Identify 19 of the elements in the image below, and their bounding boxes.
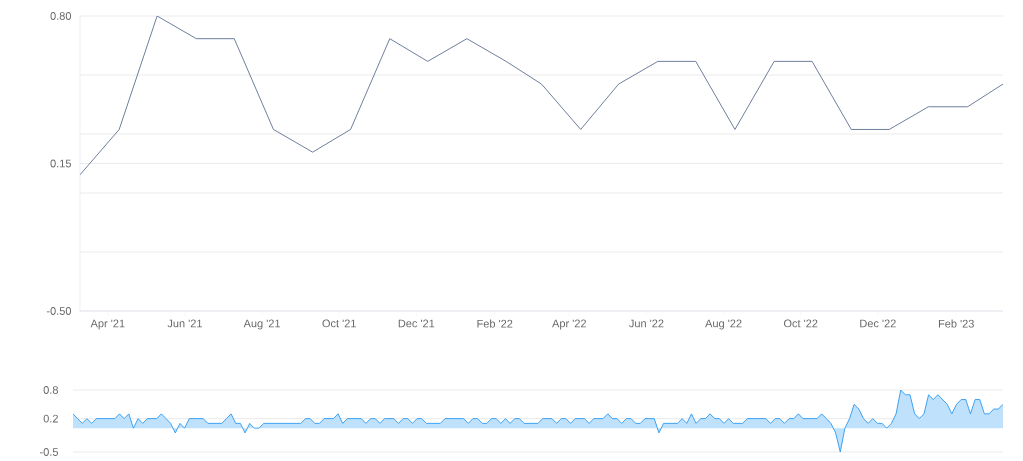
x-tick-label: Oct '22	[783, 319, 818, 328]
x-tick-label: Feb '22	[477, 319, 513, 328]
x-tick-label: Jun '21	[167, 319, 202, 328]
x-tick-label: Jun '22	[629, 319, 664, 328]
y-tick-label: -0.5	[40, 448, 58, 456]
x-tick-label: Aug '22	[705, 319, 742, 330]
x-tick-label: Dec '21	[398, 319, 435, 328]
x-tick-label: Feb '23	[938, 319, 974, 328]
y-tick-label: 0.8	[43, 386, 58, 394]
x-tick-label: Oct '21	[322, 319, 356, 328]
y-tick-label: 0.15	[50, 159, 71, 168]
x-tick-label: Apr '21	[90, 319, 125, 330]
x-tick-label: Apr '22	[552, 319, 587, 330]
y-tick-label: -0.50	[46, 307, 72, 315]
y-tick-label: 0.2	[43, 414, 58, 423]
x-tick-label: Aug '21	[243, 319, 281, 330]
y-tick-label: 0.80	[50, 12, 72, 20]
line-series	[80, 15, 1003, 176]
x-tick-label: Dec '22	[860, 319, 896, 328]
